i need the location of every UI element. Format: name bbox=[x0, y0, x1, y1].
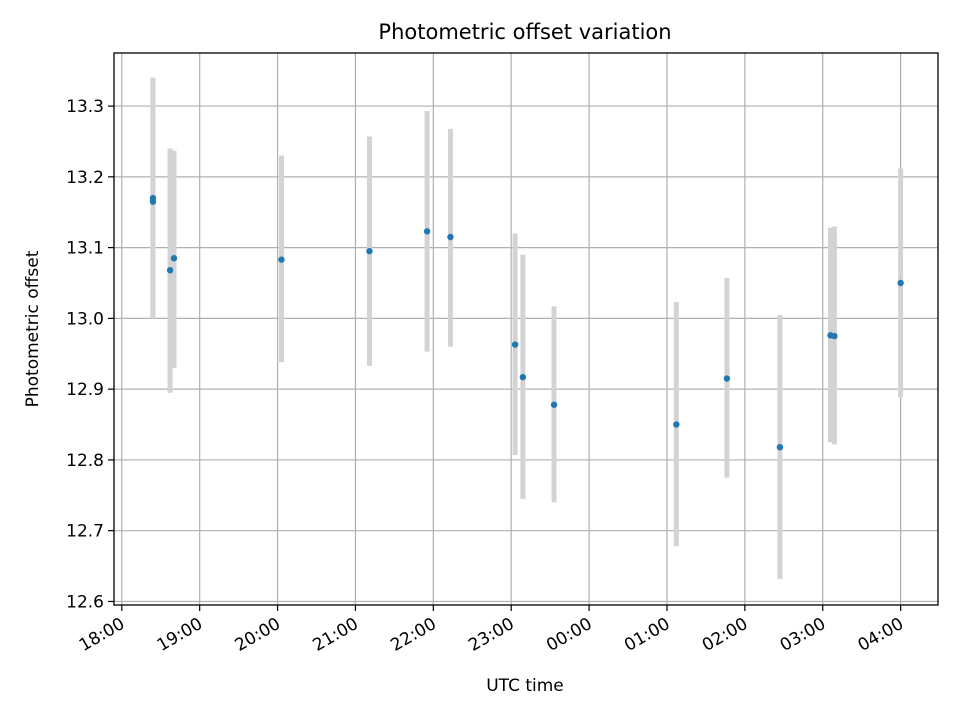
data-points bbox=[149, 194, 904, 451]
y-tick-label: 12.8 bbox=[66, 451, 104, 471]
data-point bbox=[897, 279, 904, 287]
data-point bbox=[511, 341, 519, 348]
data-point bbox=[166, 267, 174, 274]
data-point bbox=[278, 256, 285, 263]
data-point bbox=[170, 255, 178, 262]
data-point bbox=[423, 228, 431, 235]
y-tick-label: 13.3 bbox=[66, 97, 104, 117]
data-point bbox=[519, 373, 527, 381]
y-axis: 12.6 12.7 12.8 12.9 13.0 13.1 13.2 13.3 bbox=[66, 97, 114, 612]
data-point bbox=[831, 332, 838, 340]
data-point bbox=[149, 194, 157, 202]
data-point bbox=[673, 421, 680, 428]
y-tick-label: 13.2 bbox=[66, 168, 104, 188]
y-tick-label: 13.1 bbox=[66, 239, 104, 259]
x-axis-title: UTC time bbox=[486, 676, 564, 696]
y-tick-label: 12.7 bbox=[66, 522, 104, 542]
grid bbox=[114, 53, 938, 605]
data-point bbox=[776, 443, 784, 451]
y-tick-label: 12.6 bbox=[66, 592, 104, 612]
data-point bbox=[447, 233, 454, 241]
data-point bbox=[723, 375, 731, 382]
chart-title: Photometric offset variation bbox=[378, 20, 671, 44]
data-point bbox=[366, 247, 373, 255]
y-axis-title: Photometric offset bbox=[23, 250, 43, 407]
y-tick-label: 13.0 bbox=[66, 309, 104, 329]
y-tick-label: 12.9 bbox=[66, 380, 104, 400]
plot-frame bbox=[113, 52, 939, 606]
data-point bbox=[550, 401, 558, 408]
